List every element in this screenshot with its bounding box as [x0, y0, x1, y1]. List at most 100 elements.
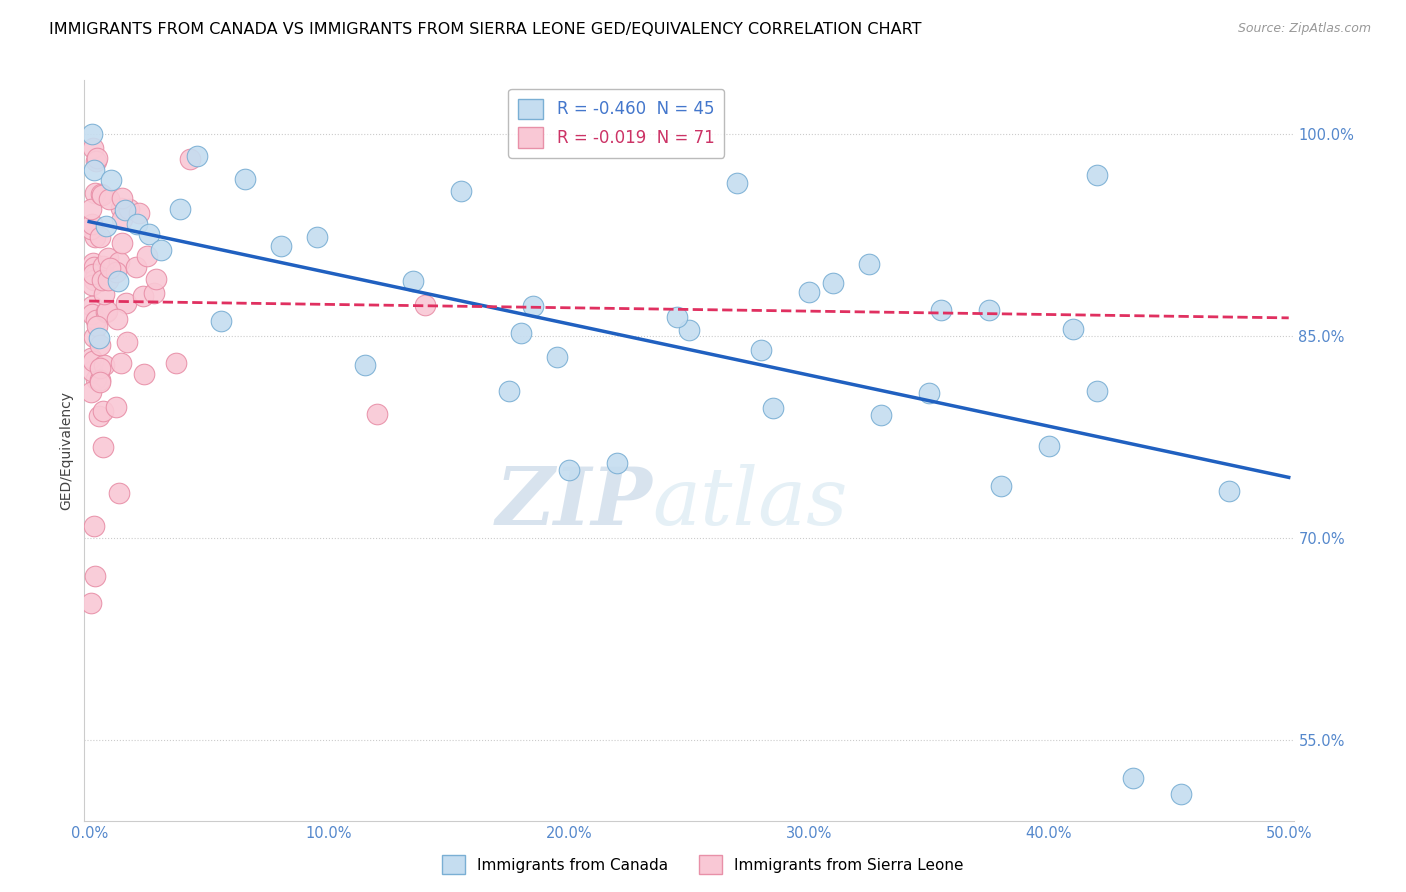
Point	[80, 127, 103, 141]
Point	[86, 152, 108, 166]
Point	[89, 409, 111, 423]
Point	[82, 217, 104, 231]
Point	[114, 296, 136, 310]
Point	[143, 286, 166, 301]
Point	[270, 238, 292, 252]
Y-axis label: GED/Equivalency: GED/Equivalency	[59, 391, 73, 510]
Point	[91, 273, 114, 287]
Point	[977, 302, 1000, 317]
Point	[105, 311, 128, 326]
Point	[307, 230, 329, 244]
Point	[929, 303, 952, 318]
Point	[762, 401, 785, 415]
Point	[858, 257, 880, 271]
Point	[990, 478, 1012, 492]
Point	[510, 326, 533, 341]
Point	[665, 310, 688, 325]
Point	[93, 358, 115, 372]
Point	[89, 338, 111, 352]
Point	[84, 229, 107, 244]
Point	[1170, 787, 1192, 801]
Point	[114, 202, 136, 217]
Point	[89, 376, 111, 390]
Text: ZIP: ZIP	[496, 464, 652, 541]
Point	[111, 212, 134, 227]
Point	[104, 265, 127, 279]
Point	[111, 236, 134, 251]
Point	[91, 404, 114, 418]
Point	[104, 400, 127, 414]
Text: Source: ZipAtlas.com: Source: ZipAtlas.com	[1237, 22, 1371, 36]
Point	[79, 222, 101, 236]
Text: IMMIGRANTS FROM CANADA VS IMMIGRANTS FROM SIERRA LEONE GED/EQUIVALENCY CORRELATI: IMMIGRANTS FROM CANADA VS IMMIGRANTS FRO…	[49, 22, 922, 37]
Point	[87, 331, 110, 345]
Point	[138, 227, 160, 241]
Point	[96, 303, 118, 318]
Legend: Immigrants from Canada, Immigrants from Sierra Leone: Immigrants from Canada, Immigrants from …	[436, 849, 970, 880]
Point	[165, 356, 187, 370]
Point	[83, 162, 105, 177]
Point	[79, 202, 101, 216]
Point	[84, 154, 107, 169]
Point	[522, 300, 544, 314]
Point	[82, 307, 104, 321]
Point	[110, 201, 132, 215]
Point	[169, 202, 191, 216]
Point	[118, 202, 141, 216]
Point	[98, 192, 121, 206]
Text: atlas: atlas	[652, 464, 848, 541]
Point	[108, 485, 131, 500]
Point	[80, 384, 103, 399]
Point	[678, 323, 700, 337]
Legend: R = -0.460  N = 45, R = -0.019  N = 71: R = -0.460 N = 45, R = -0.019 N = 71	[509, 88, 724, 158]
Point	[84, 568, 107, 582]
Point	[89, 373, 111, 387]
Point	[186, 148, 208, 162]
Point	[91, 187, 114, 202]
Point	[209, 314, 232, 328]
Point	[94, 305, 117, 319]
Point	[83, 330, 105, 344]
Point	[107, 274, 129, 288]
Point	[80, 596, 103, 610]
Point	[84, 371, 107, 385]
Point	[83, 273, 105, 287]
Point	[82, 267, 104, 281]
Point	[606, 456, 628, 470]
Point	[89, 361, 111, 376]
Point	[725, 176, 748, 190]
Point	[821, 277, 844, 291]
Point	[131, 289, 153, 303]
Point	[1062, 322, 1084, 336]
Point	[1085, 384, 1108, 398]
Point	[82, 354, 104, 368]
Point	[82, 299, 104, 313]
Point	[82, 256, 104, 270]
Point	[108, 254, 131, 268]
Point	[870, 409, 893, 423]
Point	[82, 278, 104, 293]
Point	[354, 358, 377, 372]
Point	[1085, 168, 1108, 182]
Point	[83, 518, 105, 533]
Point	[558, 463, 581, 477]
Point	[1218, 483, 1240, 498]
Point	[402, 274, 425, 288]
Point	[84, 312, 107, 326]
Point	[98, 261, 121, 276]
Point	[79, 351, 101, 365]
Point	[84, 186, 107, 200]
Point	[84, 267, 107, 281]
Point	[1122, 771, 1144, 785]
Point	[97, 251, 120, 265]
Point	[100, 173, 122, 187]
Point	[111, 191, 134, 205]
Point	[1038, 439, 1060, 453]
Point	[749, 343, 772, 358]
Point	[135, 249, 157, 263]
Point	[128, 205, 150, 219]
Point	[132, 367, 155, 381]
Point	[82, 140, 104, 154]
Point	[450, 184, 472, 198]
Point	[94, 219, 117, 233]
